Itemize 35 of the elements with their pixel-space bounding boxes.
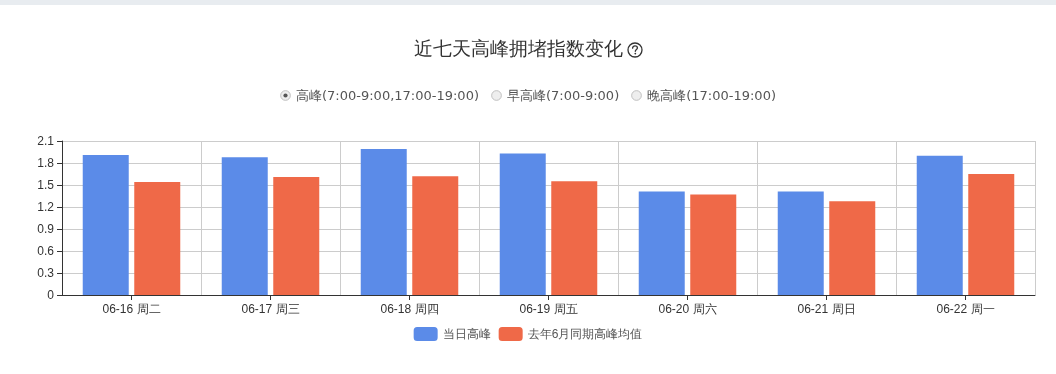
y-tick-label: 1.2 <box>37 200 55 214</box>
text: 早高峰(7:00-9:00) <box>506 88 620 103</box>
y-tick-label: 0 <box>47 288 55 302</box>
bar <box>82 154 129 295</box>
bar <box>360 149 407 295</box>
x-tick-label: 06-19 周五 <box>519 302 578 316</box>
bar <box>499 153 546 295</box>
chart-title: 近七天高峰拥堵指数变化 <box>413 37 623 59</box>
y-tick-label: 0.9 <box>37 222 55 236</box>
x-tick-label: 06-22 周一 <box>936 302 995 316</box>
y-tick-label: 1.5 <box>37 178 55 192</box>
bar <box>221 157 268 295</box>
bar <box>134 182 181 295</box>
bar <box>412 176 459 295</box>
bar <box>968 174 1015 295</box>
y-tick-label: 0.6 <box>37 244 55 258</box>
x-tick-label: 06-18 周四 <box>380 302 439 316</box>
bar <box>916 155 963 295</box>
y-tick-label: 2.1 <box>37 134 55 148</box>
x-tick-label: 06-21 周日 <box>797 302 856 316</box>
x-tick-label: 06-20 周六 <box>658 302 717 316</box>
x-tick-label: 06-17 周三 <box>241 302 300 316</box>
text: 高峰(7:00-9:00,17:00-19:00) <box>296 88 479 103</box>
bar <box>638 191 685 295</box>
bar <box>273 176 320 295</box>
x-tick-label: 06-16 周二 <box>102 302 161 316</box>
legend-label: 当日高峰 <box>442 327 491 341</box>
bar <box>777 191 824 295</box>
bar <box>829 201 876 295</box>
y-tick-label: 1.8 <box>37 156 55 170</box>
bar <box>690 194 737 295</box>
y-tick-label: 0.3 <box>37 266 55 280</box>
bar <box>551 181 598 295</box>
text: 晚高峰(17:00-19:00) <box>647 88 776 103</box>
legend-label: 去年6月同期高峰均值 <box>527 327 643 341</box>
